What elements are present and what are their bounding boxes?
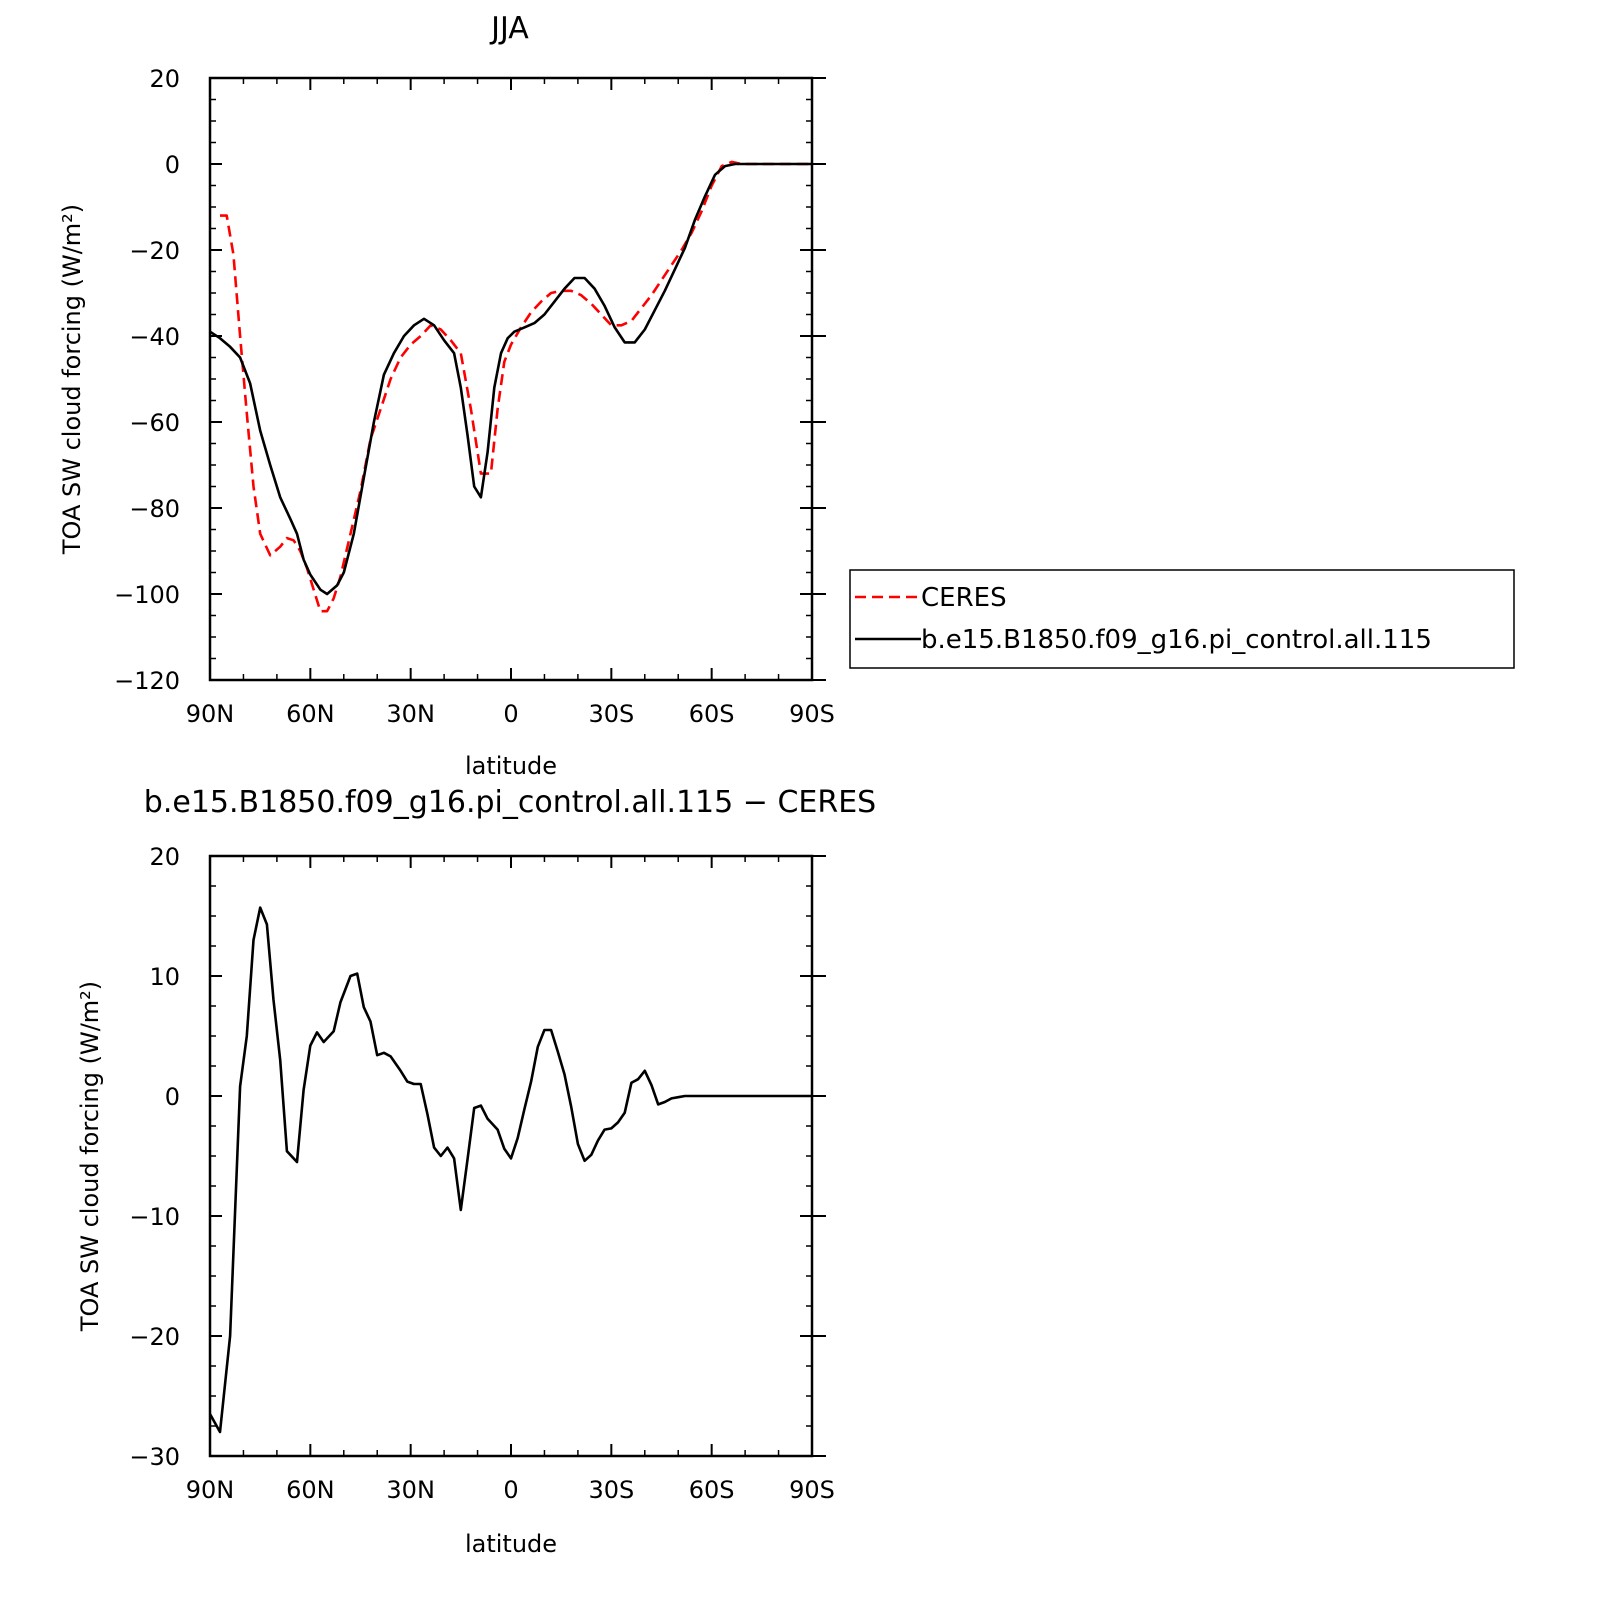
legend: CERES b.e15.B1850.f09_g16.pi_control.all… bbox=[849, 569, 1515, 669]
y-axis-label: TOA SW cloud forcing (W/m²) bbox=[76, 981, 104, 1332]
x-tick-label: 60N bbox=[286, 1476, 335, 1504]
x-tick-label: 30S bbox=[588, 1476, 634, 1504]
x-tick-label: 30S bbox=[588, 700, 634, 728]
series-line-model bbox=[209, 162, 812, 596]
series-line-ceres bbox=[220, 160, 812, 613]
y-tick-label: −120 bbox=[114, 667, 180, 695]
panel-title: JJA bbox=[489, 11, 529, 46]
x-tick-label: 90N bbox=[186, 1476, 235, 1504]
y-tick-label: 20 bbox=[149, 843, 180, 871]
y-tick-label: 0 bbox=[165, 151, 180, 179]
y-tick-label: −80 bbox=[129, 495, 180, 523]
y-tick-label: −40 bbox=[129, 323, 180, 351]
legend-box bbox=[849, 569, 1515, 669]
y-tick-label: −20 bbox=[129, 1323, 180, 1351]
x-axis-label: latitude bbox=[465, 1530, 557, 1558]
y-tick-label: 10 bbox=[149, 963, 180, 991]
y-tick-label: −20 bbox=[129, 237, 180, 265]
x-tick-label: 30N bbox=[386, 1476, 435, 1504]
series-line-model bbox=[208, 906, 812, 1434]
top-panel: JJA 90N 60N 30N 0 30S 60S 90S 20 0 −20 −40 −60 −80 −… bbox=[58, 11, 835, 780]
panel-title: b.e15.B1850.f09_g16.pi_control.all.115 −… bbox=[144, 785, 876, 820]
legend-label-ceres: CERES bbox=[921, 583, 1007, 613]
x-tick-label: 90N bbox=[186, 700, 235, 728]
y-tick-label: 20 bbox=[149, 65, 180, 93]
x-tick-label: 0 bbox=[503, 700, 518, 728]
y-tick-label: −30 bbox=[129, 1443, 180, 1471]
series-group bbox=[208, 906, 812, 1434]
x-tick-label: 60N bbox=[286, 700, 335, 728]
x-axis: 90N 60N 30N 0 30S 60S 90S bbox=[186, 856, 835, 1504]
x-axis: 90N 60N 30N 0 30S 60S 90S bbox=[186, 78, 835, 728]
x-axis-label: latitude bbox=[465, 752, 557, 780]
legend-label-model: b.e15.B1850.f09_g16.pi_control.all.115 bbox=[921, 625, 1432, 655]
x-tick-label: 90S bbox=[789, 1476, 835, 1504]
x-tick-label: 60S bbox=[689, 700, 735, 728]
y-axis-label: TOA SW cloud forcing (W/m²) bbox=[58, 204, 86, 555]
y-tick-label: −60 bbox=[129, 409, 180, 437]
y-tick-label: 0 bbox=[165, 1083, 180, 1111]
x-tick-label: 60S bbox=[689, 1476, 735, 1504]
series-group bbox=[209, 160, 812, 613]
y-axis: 20 0 −20 −40 −60 −80 −100 −120 bbox=[114, 65, 826, 695]
y-tick-label: −100 bbox=[114, 581, 180, 609]
x-tick-label: 0 bbox=[503, 1476, 518, 1504]
bottom-panel: b.e15.B1850.f09_g16.pi_control.all.115 −… bbox=[76, 785, 876, 1558]
x-tick-label: 90S bbox=[789, 700, 835, 728]
y-axis: 20 10 0 −10 −20 −30 bbox=[129, 843, 826, 1471]
y-tick-label: −10 bbox=[129, 1203, 180, 1231]
x-tick-label: 30N bbox=[386, 700, 435, 728]
